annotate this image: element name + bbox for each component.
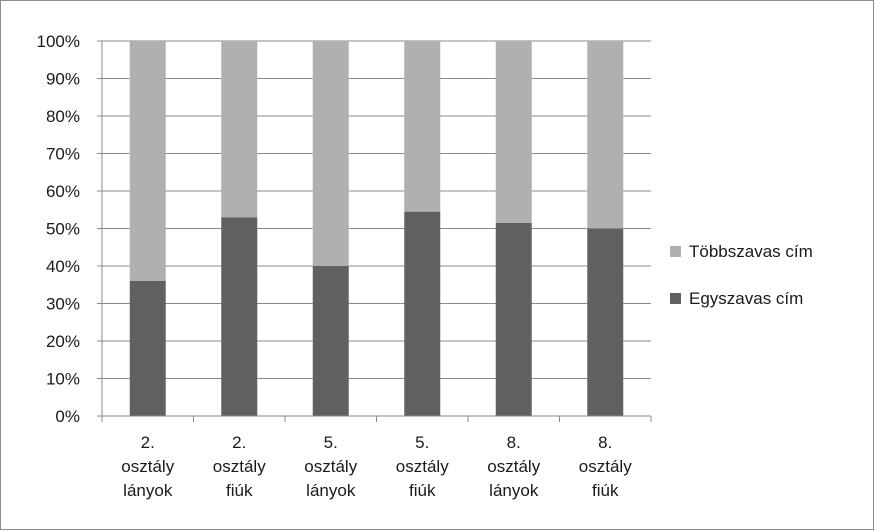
- bar-segment: [587, 228, 624, 416]
- bar-segment: [129, 281, 166, 416]
- bar-segment: [312, 266, 349, 416]
- bar-segment: [587, 41, 624, 229]
- y-tick-label: 40%: [46, 257, 80, 276]
- y-tick-label: 30%: [46, 295, 80, 314]
- y-tick-label: 80%: [46, 107, 80, 126]
- x-tick-label: osztály: [396, 457, 449, 476]
- x-tick-label: 5.: [415, 433, 429, 452]
- y-tick-label: 20%: [46, 332, 80, 351]
- bar-segment: [221, 217, 258, 416]
- x-tick-label: fiúk: [409, 481, 436, 500]
- y-tick-label: 90%: [46, 70, 80, 89]
- y-tick-label: 60%: [46, 182, 80, 201]
- x-tick-label: lányok: [489, 481, 539, 500]
- x-tick-label: osztály: [487, 457, 540, 476]
- bar-segment: [495, 41, 532, 223]
- x-tick-label: osztály: [213, 457, 266, 476]
- x-tick-label: fiúk: [592, 481, 619, 500]
- x-tick-label: 8.: [598, 433, 612, 452]
- x-tick-labels: 2. osztály lányok 2. osztály fiúk 5. osztály lán…: [121, 433, 632, 500]
- legend-label: Többszavas cím: [689, 242, 813, 261]
- bar-segment: [404, 41, 441, 212]
- gridlines: [102, 40, 651, 417]
- x-tick-label: 5.: [324, 433, 338, 452]
- bar-segment: [221, 41, 258, 218]
- x-tick-label: lányok: [306, 481, 356, 500]
- x-tick-label: fiúk: [226, 481, 253, 500]
- y-tick-label: 70%: [46, 145, 80, 164]
- legend: Többszavas cím Egyszavas cím: [670, 242, 813, 308]
- y-tick-label: 0%: [55, 407, 80, 426]
- x-tick-label: osztály: [579, 457, 632, 476]
- x-tick-label: osztály: [121, 457, 174, 476]
- y-tick-labels: 0% 10% 20% 30% 40% 50% 60% 70% 80% 90% 100%: [37, 32, 80, 426]
- y-tick-label: 100%: [37, 32, 80, 51]
- axes: [97, 40, 652, 422]
- bar-segment: [129, 41, 166, 281]
- x-tick-label: lányok: [123, 481, 173, 500]
- legend-swatch: [670, 293, 681, 304]
- x-tick-label: 2.: [141, 433, 155, 452]
- x-tick-label: 2.: [232, 433, 246, 452]
- bars: [129, 41, 624, 416]
- bar-segment: [495, 222, 532, 416]
- legend-swatch: [670, 246, 681, 257]
- legend-label: Egyszavas cím: [689, 289, 803, 308]
- x-tick-label: osztály: [304, 457, 357, 476]
- bar-segment: [312, 41, 349, 266]
- y-tick-label: 50%: [46, 220, 80, 239]
- bar-segment: [404, 211, 441, 416]
- x-tick-label: 8.: [507, 433, 521, 452]
- y-tick-label: 10%: [46, 370, 80, 389]
